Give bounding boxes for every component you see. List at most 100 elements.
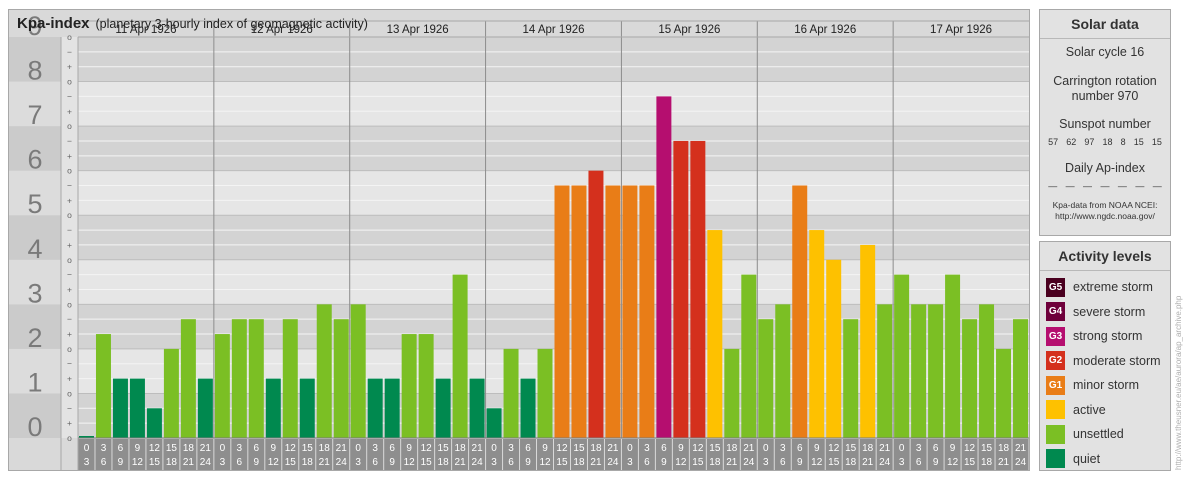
- interval-end-label: 18: [438, 457, 450, 468]
- level-item-active: active: [1040, 398, 1170, 423]
- level-swatch: G1: [1046, 375, 1065, 395]
- interval-end-label: 18: [302, 457, 314, 468]
- interval-end-label: 9: [525, 457, 531, 468]
- kp-bar: [367, 378, 383, 438]
- day-label: 17 Apr 1926: [930, 24, 992, 36]
- interval-end-label: 18: [166, 457, 178, 468]
- interval-box: [995, 439, 1012, 470]
- interval-start-label: 15: [438, 443, 450, 454]
- interval-end-label: 21: [862, 457, 874, 468]
- kp-bar: [469, 378, 485, 438]
- level-swatch: [1046, 424, 1065, 444]
- kp-label-band: [9, 348, 61, 394]
- interval-start-label: 0: [84, 443, 90, 454]
- sunspot-value: 8: [1120, 137, 1126, 147]
- activity-levels-list: G5 extreme storm G4 severe storm G3 strong …: [1040, 271, 1170, 471]
- activity-levels-panel: Activity levels G5 extreme storm G4 severe…: [1039, 241, 1171, 471]
- sub-tick-label: o: [67, 166, 72, 176]
- ap-index-values: — — — — — — —: [1040, 181, 1170, 191]
- interval-start-label: 18: [726, 443, 738, 454]
- sub-tick-label: +: [67, 284, 72, 294]
- interval-start-label: 3: [101, 443, 107, 454]
- level-swatch: [1046, 449, 1065, 469]
- kp-bar: [129, 378, 145, 438]
- interval-end-label: 3: [220, 457, 226, 468]
- kp-tick-label: 1: [27, 367, 42, 397]
- sunspot-value: 15: [1151, 137, 1162, 147]
- kp-bar: [741, 274, 757, 438]
- sunspot-value: 97: [1084, 137, 1095, 147]
- interval-end-label: 24: [1015, 457, 1027, 468]
- interval-end-label: 3: [84, 457, 90, 468]
- interval-end-label: 12: [539, 457, 551, 468]
- kp-bar: [282, 319, 298, 438]
- level-label: moderate storm: [1073, 353, 1161, 368]
- day-label: 14 Apr 1926: [522, 24, 584, 36]
- kp-band: [78, 259, 1029, 305]
- interval-end-label: 12: [132, 457, 144, 468]
- interval-start-label: 21: [1015, 443, 1027, 454]
- interval-start-label: 21: [607, 443, 619, 454]
- sub-tick-label: +: [67, 240, 72, 250]
- interval-box: [95, 439, 112, 470]
- interval-start-label: 18: [455, 443, 467, 454]
- ap-value: —: [1117, 181, 1127, 191]
- interval-end-label: 15: [964, 457, 976, 468]
- interval-box: [435, 439, 452, 470]
- data-source-link[interactable]: http://www.ngdc.noaa.gov/: [1055, 211, 1155, 221]
- kp-bar: [248, 319, 264, 438]
- kp-bar: [843, 319, 859, 438]
- data-source-note: Kpa-data from NOAA NCEI: http://www.ngdc…: [1040, 200, 1170, 222]
- interval-start-label: 3: [780, 443, 786, 454]
- interval-end-label: 21: [726, 457, 738, 468]
- kp-bar: [384, 378, 400, 438]
- ap-value: —: [1135, 181, 1145, 191]
- interval-box: [723, 439, 740, 470]
- interval-start-label: 9: [678, 443, 684, 454]
- interval-end-label: 18: [981, 457, 993, 468]
- interval-box: [537, 439, 553, 470]
- day-label: 12 Apr 1926: [251, 24, 313, 36]
- solar-data-panel: Solar data Solar cycle 16 Carrington rot…: [1039, 9, 1171, 236]
- kp-bar: [945, 274, 961, 438]
- kp-bar: [197, 378, 213, 438]
- level-label: severe storm: [1073, 304, 1146, 319]
- sub-tick-label: +: [67, 151, 72, 161]
- interval-box: [961, 439, 978, 470]
- interval-box: [401, 439, 418, 470]
- level-swatch: G2: [1046, 351, 1065, 371]
- level-label: extreme storm: [1073, 280, 1153, 295]
- interval-box: [757, 439, 774, 470]
- solar-cycle: Solar cycle 16: [1065, 45, 1145, 59]
- kp-bar: [537, 348, 553, 438]
- day-label: 16 Apr 1926: [794, 24, 856, 36]
- interval-start-label: 0: [763, 443, 769, 454]
- interval-box: [282, 439, 299, 470]
- interval-box: [621, 439, 638, 470]
- kp-bar: [911, 304, 927, 438]
- interval-end-label: 12: [811, 457, 823, 468]
- interval-start-label: 21: [472, 443, 484, 454]
- kp-bar: [435, 378, 451, 438]
- interval-end-label: 3: [491, 457, 497, 468]
- level-item-minor-storm: G1 minor storm: [1040, 373, 1170, 398]
- interval-start-label: 6: [797, 443, 803, 454]
- kp-bar: [180, 319, 196, 438]
- interval-box: [740, 439, 757, 470]
- interval-end-label: 24: [879, 457, 891, 468]
- interval-end-label: 24: [472, 457, 484, 468]
- day-label: 15 Apr 1926: [658, 24, 720, 36]
- interval-start-label: 18: [998, 443, 1010, 454]
- interval-box: [333, 439, 350, 470]
- interval-box: [978, 439, 995, 470]
- interval-end-label: 9: [797, 457, 803, 468]
- interval-end-label: 9: [661, 457, 667, 468]
- interval-start-label: 9: [542, 443, 548, 454]
- interval-end-label: 12: [947, 457, 959, 468]
- sub-tick-label: o: [67, 388, 72, 398]
- sub-tick-label: −: [67, 47, 72, 57]
- level-item-unsettled: unsettled: [1040, 422, 1170, 447]
- interval-box: [265, 439, 282, 470]
- interval-box: [129, 439, 146, 470]
- kp-bar: [877, 304, 893, 438]
